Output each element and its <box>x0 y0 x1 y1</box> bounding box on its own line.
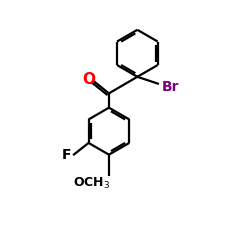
Text: F: F <box>62 148 71 162</box>
Text: OCH$_3$: OCH$_3$ <box>73 176 110 191</box>
Text: O: O <box>82 72 95 87</box>
Text: Br: Br <box>162 80 179 94</box>
